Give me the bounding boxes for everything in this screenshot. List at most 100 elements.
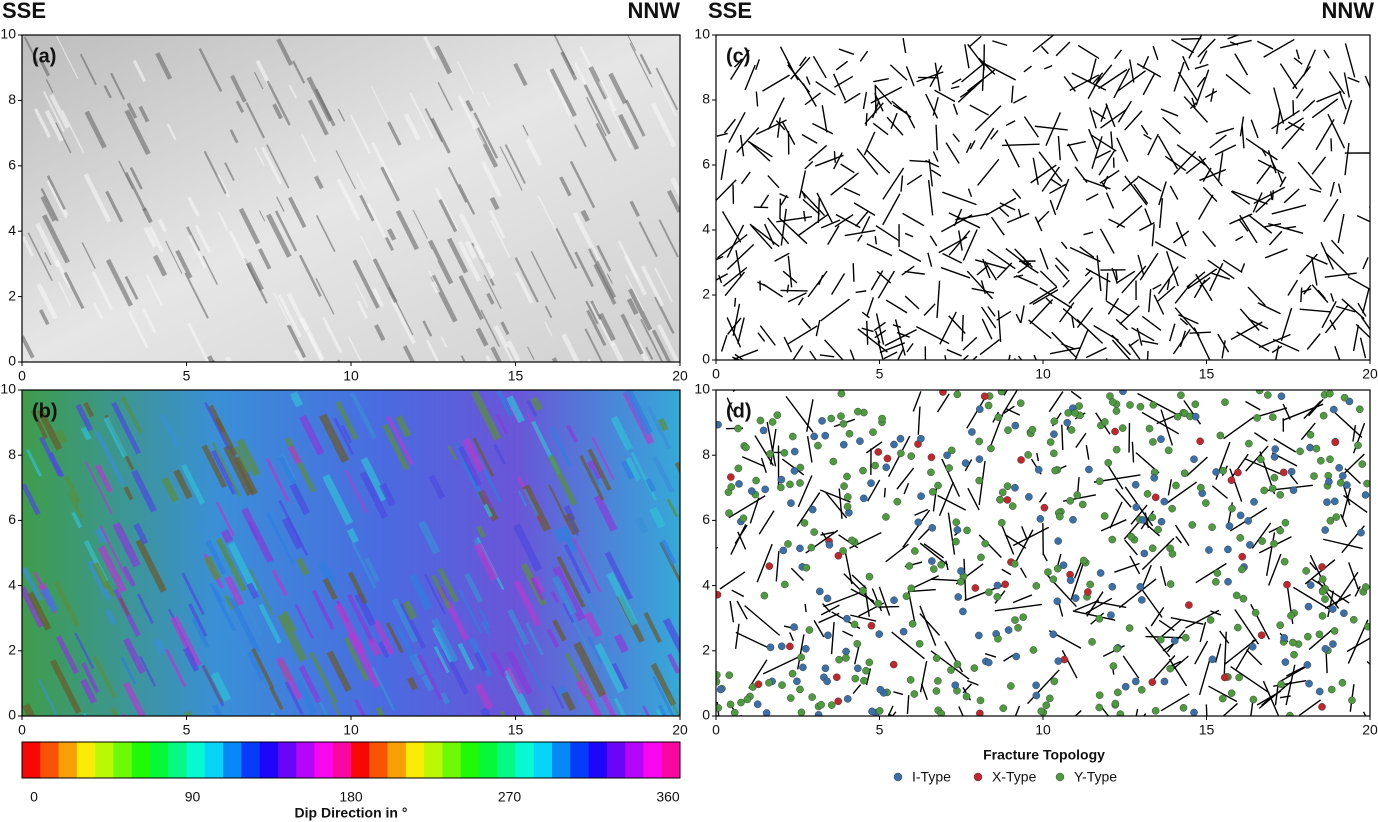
- fracture: [1014, 705, 1021, 716]
- dip-streak: [462, 437, 485, 473]
- topology-node: [1116, 710, 1125, 716]
- topology-node: [939, 390, 947, 396]
- shade-streak: [347, 336, 363, 362]
- colorbar-segment: [95, 742, 114, 778]
- fracture: [789, 632, 794, 642]
- colorbar-segment: [186, 742, 206, 778]
- shade-streak: [366, 202, 386, 238]
- shade-streak: [354, 282, 369, 308]
- shade-streak: [458, 213, 486, 260]
- fracture: [760, 194, 770, 208]
- fracture: [844, 551, 853, 585]
- dip-streak: [372, 619, 395, 655]
- fracture: [726, 224, 745, 258]
- topology-node: [985, 588, 993, 597]
- colorbar-segment: [277, 742, 297, 778]
- dip-streak: [473, 542, 499, 581]
- topology-node: [725, 671, 734, 680]
- colorbar-segment: [223, 742, 242, 778]
- colorbar-segment: [314, 742, 334, 778]
- fracture: [1141, 411, 1180, 435]
- fracture: [1147, 133, 1159, 156]
- topology-node: [747, 487, 756, 495]
- topology-node: [850, 620, 859, 629]
- topology-node: [810, 528, 818, 536]
- topology-node: [1250, 498, 1258, 506]
- fracture: [1352, 425, 1357, 442]
- topology-node: [1004, 426, 1012, 434]
- fracture: [962, 336, 978, 351]
- fracture: [925, 159, 940, 168]
- fracture: [1017, 355, 1023, 360]
- fracture: [855, 290, 867, 294]
- fracture: [762, 283, 783, 298]
- shade-streak: [456, 61, 475, 95]
- fracture: [1041, 166, 1060, 192]
- topology-node: [1287, 611, 1295, 620]
- fracture: [1202, 167, 1212, 182]
- fracture: [723, 118, 737, 134]
- topology-node: [975, 476, 984, 485]
- fracture: [939, 311, 957, 345]
- fracture: [1173, 150, 1197, 175]
- topology-node: [1075, 402, 1083, 410]
- topology-node: [716, 704, 723, 712]
- fracture: [1337, 183, 1342, 194]
- topology-node: [1011, 616, 1019, 624]
- fracture: [878, 586, 891, 616]
- dip-streak: [103, 416, 128, 458]
- fracture: [755, 91, 759, 107]
- fracture: [1311, 578, 1350, 604]
- topology-node: [1208, 523, 1216, 532]
- legend-marker: [1055, 772, 1065, 782]
- panel-texture: [716, 35, 1370, 360]
- y-tick-label: 4: [702, 221, 710, 237]
- fracture: [827, 225, 840, 245]
- fracture: [967, 188, 973, 198]
- fracture: [1157, 135, 1179, 170]
- fracture: [1139, 586, 1163, 618]
- shade-streak: [314, 175, 324, 190]
- topology-node: [1326, 516, 1335, 525]
- topology-node: [1107, 611, 1115, 619]
- topology-node: [937, 560, 945, 569]
- topology-node: [1164, 446, 1173, 455]
- fracture: [1254, 432, 1268, 442]
- fracture: [906, 342, 914, 353]
- dip-streak: [123, 486, 134, 501]
- fracture: [1271, 345, 1283, 354]
- dip-streak: [344, 469, 368, 514]
- fracture: [758, 510, 775, 535]
- fracture: [965, 142, 972, 154]
- topology-node: [871, 461, 879, 470]
- fracture: [1236, 331, 1270, 352]
- topology-node: [1190, 455, 1198, 464]
- fracture: [1324, 272, 1357, 278]
- topology-node: [1276, 621, 1284, 629]
- dip-streak: [523, 488, 539, 517]
- dip-streak: [219, 611, 248, 659]
- fracture: [1188, 35, 1203, 59]
- shade-streak: [457, 240, 482, 283]
- panel-texture: [22, 35, 680, 362]
- fracture: [804, 92, 821, 106]
- topology-node: [956, 577, 965, 586]
- shade-streak: [352, 259, 380, 309]
- dip-streak: [353, 698, 366, 716]
- shade-streak: [527, 346, 535, 361]
- fracture: [1137, 392, 1179, 417]
- fracture: [1099, 228, 1115, 254]
- topology-node: [875, 707, 884, 715]
- fracture: [802, 198, 821, 215]
- fracture: [920, 683, 928, 700]
- topology-node: [1016, 399, 1025, 407]
- shade-streak: [266, 144, 290, 189]
- topology-node: [777, 642, 786, 651]
- fracture: [1323, 198, 1339, 223]
- topology-node: [1148, 513, 1157, 522]
- topology-node: [1108, 398, 1117, 406]
- topology-node: [1245, 439, 1253, 448]
- topology-node: [1224, 577, 1232, 586]
- fracture: [884, 329, 917, 347]
- fracture: [1361, 316, 1370, 331]
